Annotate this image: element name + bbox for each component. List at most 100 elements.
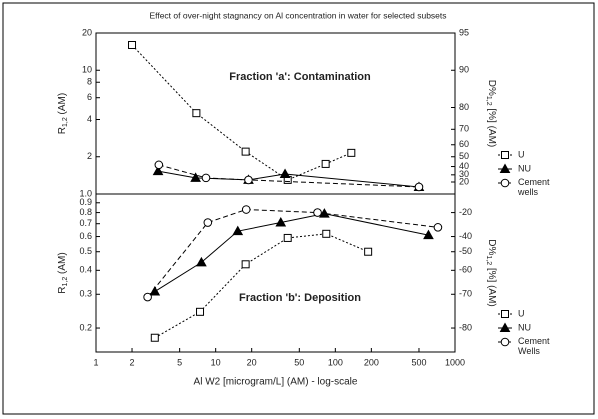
- y-tick-label: 1.0: [79, 188, 92, 198]
- marker: [500, 178, 510, 188]
- marker: [192, 109, 201, 118]
- legend-label: Cement wells: [517, 177, 550, 197]
- legend-word: wells: [517, 187, 539, 197]
- label-part: R: [57, 286, 68, 293]
- y-tick-label: 2: [87, 151, 92, 161]
- y2-tick-label: -80: [459, 322, 472, 332]
- x-tick-label: 1000: [445, 357, 465, 367]
- marker: [154, 160, 164, 170]
- label-part: (AM): [57, 252, 68, 276]
- marker: [152, 165, 164, 176]
- marker: [149, 286, 161, 296]
- y-tick-label: 0.9: [79, 197, 92, 207]
- marker: [499, 163, 511, 173]
- legend-label: Cement Wells: [518, 336, 550, 356]
- y2-tick-label: 90: [459, 65, 469, 75]
- marker: [283, 233, 292, 242]
- axis-label: R1,2 (AM): [57, 252, 70, 293]
- x-tick-label: 200: [364, 357, 379, 367]
- y-tick-label: 8: [87, 77, 92, 87]
- x-tick-label: 20: [247, 357, 257, 367]
- marker: [414, 182, 424, 192]
- x-axis-label: Al W2 [microgram/L] (AM) - log-scale: [194, 377, 358, 388]
- y-tick-label: 0.2: [79, 322, 92, 332]
- marker: [313, 208, 322, 217]
- label-part: D%: [486, 80, 497, 96]
- label-part: (AM): [57, 93, 68, 117]
- series-line: [154, 213, 429, 292]
- label-part: 1,2: [485, 96, 492, 106]
- marker: [241, 205, 251, 214]
- label-part: 1,2: [485, 255, 492, 265]
- y-tick-label: 0.8: [79, 207, 92, 217]
- y-tick-label: 10: [82, 65, 92, 75]
- marker: [143, 292, 152, 302]
- y2-tick-label: 50: [459, 151, 469, 161]
- marker: [347, 148, 356, 157]
- y-tick-label: 0.3: [79, 289, 92, 299]
- marker: [190, 172, 201, 182]
- marker: [241, 260, 250, 269]
- marker: [201, 173, 211, 183]
- series-line: [131, 44, 352, 181]
- y2-tick-label: 20: [459, 176, 469, 186]
- x-tick-label: 2: [130, 357, 135, 367]
- legend-word: Cement: [518, 177, 550, 187]
- y2-tick-label: 60: [459, 139, 469, 149]
- legend-word: Cement: [518, 336, 550, 346]
- y2-tick-label: 40: [459, 161, 469, 171]
- marker: [241, 147, 250, 156]
- x-tick-label: 500: [411, 357, 426, 367]
- y2-tick-label: 30: [459, 169, 469, 179]
- marker: [501, 310, 509, 318]
- series: [143, 205, 443, 302]
- y2-tick-label: 70: [459, 124, 469, 134]
- legend-label: NU: [518, 322, 531, 332]
- marker: [500, 337, 510, 347]
- marker: [150, 333, 159, 342]
- plot-frame: [95, 193, 456, 353]
- marker: [196, 256, 207, 267]
- annotation: Fraction 'b': Deposition: [239, 292, 361, 304]
- y2-tick-label: -50: [459, 246, 472, 256]
- y2-tick-label: -20: [459, 207, 472, 217]
- marker: [244, 175, 253, 185]
- frame: [2, 2, 595, 415]
- x-tick-label: 5: [177, 357, 182, 367]
- marker: [433, 223, 443, 232]
- y2-tick-label: -40: [459, 231, 472, 241]
- marker: [275, 217, 287, 227]
- x-tick-label: 100: [328, 357, 343, 367]
- series: [149, 208, 434, 296]
- marker: [499, 322, 511, 332]
- series: [154, 160, 424, 192]
- marker: [423, 229, 434, 240]
- marker: [203, 218, 213, 227]
- marker: [322, 229, 331, 238]
- label-part: 1,2: [62, 277, 69, 287]
- y2-tick-label: -60: [459, 265, 472, 275]
- chart-title: Effect of over-night stagnancy on Al con…: [149, 10, 446, 20]
- y2-tick-label: 80: [459, 102, 469, 112]
- axis-label: R1,2 (AM): [57, 93, 70, 134]
- label-part: [%] (AM): [486, 106, 497, 148]
- annotation: Fraction 'a': Contamination: [229, 71, 371, 83]
- x-tick-label: 1: [93, 357, 98, 367]
- y-tick-label: 4: [87, 114, 92, 124]
- marker: [232, 225, 244, 236]
- series: [150, 229, 373, 342]
- marker: [196, 307, 205, 316]
- axis-label: D%1,2 [%] (AM): [485, 239, 498, 307]
- series: [128, 40, 356, 184]
- marker: [364, 247, 373, 256]
- axis-label: D%1,2 [%] (AM): [485, 80, 498, 148]
- legend-label: NU: [518, 163, 531, 173]
- label-part: 1,2: [62, 117, 69, 127]
- marker: [501, 151, 509, 159]
- y-tick-label: 0.5: [79, 246, 92, 256]
- y-tick-label: 0.6: [79, 231, 92, 241]
- y2-tick-label: 95: [459, 27, 469, 37]
- legend-label: U: [518, 308, 525, 318]
- marker: [321, 159, 330, 168]
